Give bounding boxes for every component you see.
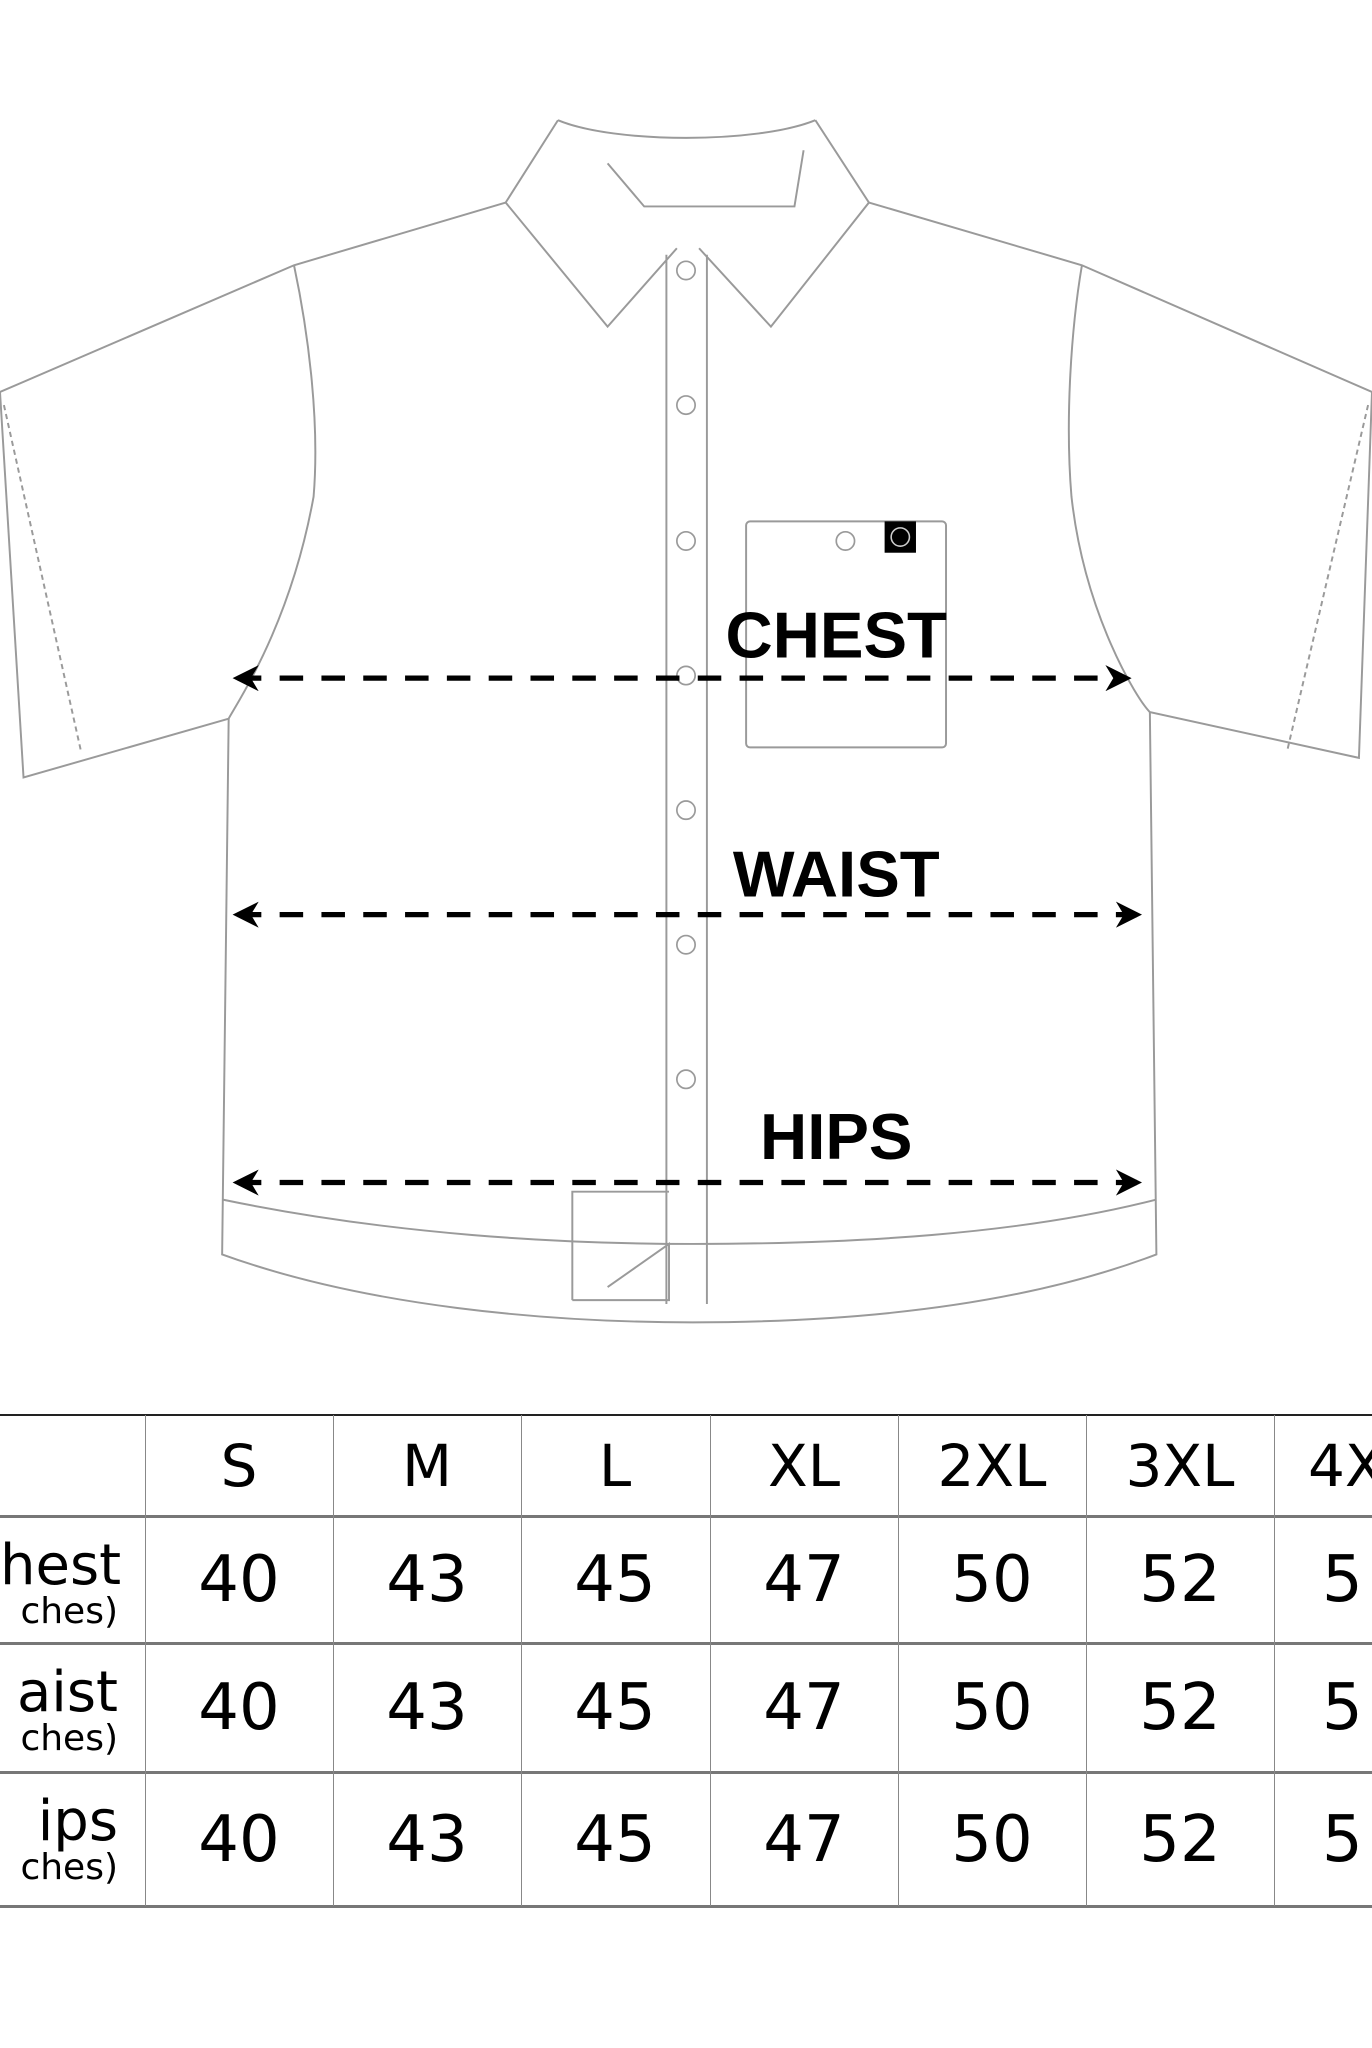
table-cell: 50: [951, 1802, 1033, 1877]
table-cell: 45: [574, 1802, 656, 1877]
table-cell: 43: [386, 1671, 468, 1745]
table-cell: 47: [763, 1802, 845, 1877]
shirt-diagram: CHEST WAIST HIPS: [0, 119, 1372, 1324]
row-label-measure: hest: [0, 1533, 122, 1598]
table-top-line: [0, 1414, 1372, 1416]
col-divider: [1086, 1415, 1087, 1906]
col-divider: [710, 1415, 711, 1906]
table-cell: 5: [1322, 1543, 1363, 1617]
row-label-unit: ches): [20, 1718, 118, 1759]
col-divider: [898, 1415, 899, 1906]
table-cell: 43: [386, 1802, 468, 1877]
table-cell: 52: [1139, 1802, 1221, 1877]
table-cell: 43: [386, 1543, 468, 1617]
col-divider: [1274, 1415, 1275, 1906]
row-divider: [0, 1771, 1372, 1774]
row-label-measure: ips: [37, 1789, 118, 1854]
table-cell: 50: [951, 1671, 1033, 1745]
size-header-3xl: 3XL: [1125, 1432, 1235, 1500]
hips-label: HIPS: [760, 1100, 912, 1173]
size-header-4x: 4X: [1308, 1432, 1372, 1500]
table-cell: 52: [1139, 1543, 1221, 1617]
buttons: [676, 260, 856, 1090]
row-divider: [0, 1642, 1372, 1645]
size-header-s: S: [220, 1432, 258, 1500]
pocket-logo-icon: [884, 521, 916, 553]
row-label: hest ches): [0, 1533, 122, 1632]
row-divider: [0, 1515, 1372, 1518]
table-cell: 5: [1322, 1802, 1363, 1877]
col-divider: [145, 1415, 146, 1906]
size-header-2xl: 2XL: [937, 1432, 1047, 1500]
row-label-unit: ches): [20, 1847, 118, 1888]
table-cell: 45: [574, 1543, 656, 1617]
table-cell: 5: [1322, 1671, 1363, 1745]
table-cell: 40: [198, 1671, 280, 1745]
size-header-l: L: [598, 1432, 632, 1500]
chest-label: CHEST: [726, 598, 948, 671]
size-header-m: M: [401, 1432, 453, 1500]
col-divider: [333, 1415, 334, 1906]
row-divider: [0, 1905, 1372, 1908]
row-label-unit: ches): [20, 1591, 118, 1632]
col-divider: [521, 1415, 522, 1906]
table-cell: 50: [951, 1543, 1033, 1617]
table-cell: 52: [1139, 1671, 1221, 1745]
table-cell: 47: [763, 1671, 845, 1745]
size-header-xl: XL: [767, 1432, 841, 1500]
table-cell: 47: [763, 1543, 845, 1617]
waist-label: WAIST: [733, 837, 940, 910]
table-cell: 45: [574, 1671, 656, 1745]
row-label-measure: aist: [16, 1660, 118, 1725]
row-label: ips ches): [0, 1794, 118, 1886]
table-cell: 40: [198, 1543, 280, 1617]
row-label: aist ches): [0, 1665, 118, 1757]
table-cell: 40: [198, 1802, 280, 1877]
